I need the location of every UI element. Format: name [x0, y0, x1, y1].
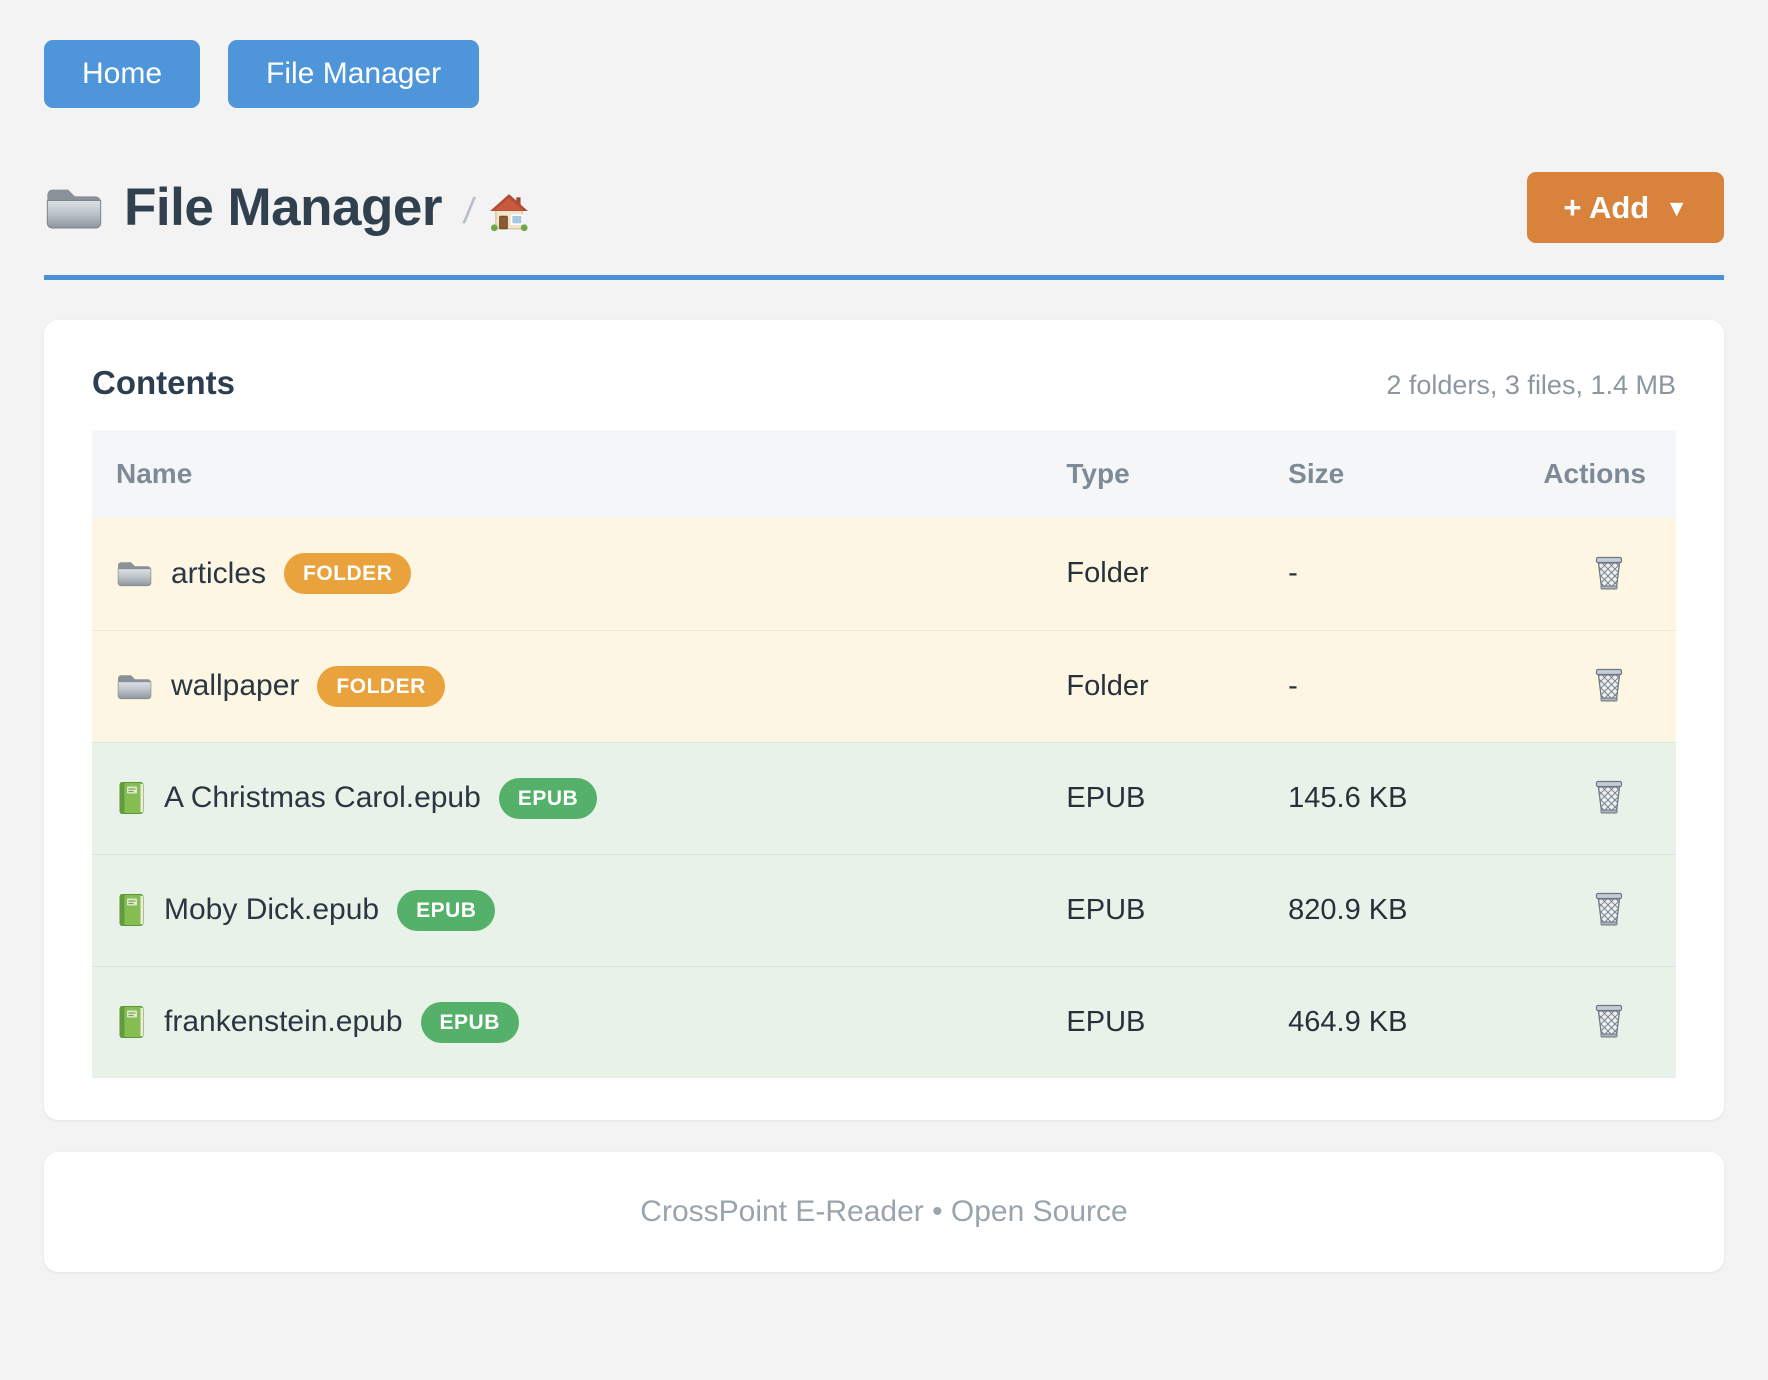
size-cell: 145.6 KB [1264, 741, 1502, 854]
file-name[interactable]: frankenstein.epub [164, 1005, 403, 1039]
trash-icon [1594, 891, 1624, 926]
size-cell: 464.9 KB [1264, 965, 1502, 1078]
name-cell: A Christmas Carol.epub EPUB [92, 741, 1043, 854]
delete-button[interactable] [1594, 555, 1624, 593]
contents-heading: Contents [92, 364, 235, 401]
nav-file-manager-button[interactable]: File Manager [228, 40, 480, 108]
breadcrumb-separator: / [461, 189, 477, 231]
name-cell: wallpaper FOLDER [92, 629, 1043, 742]
type-cell: EPUB [1042, 853, 1265, 966]
size-cell: 820.9 KB [1264, 853, 1502, 966]
size-cell: - [1288, 557, 1298, 590]
file-name[interactable]: Moby Dick.epub [164, 893, 380, 926]
table-row: Moby Dick.epub EPUB EPUB 820.9 KB [92, 853, 1676, 966]
actions-cell [1502, 518, 1676, 630]
type-badge: FOLDER [284, 553, 412, 595]
contents-card-header: Contents 2 folders, 3 files, 1.4 MB [92, 364, 1676, 402]
book-icon [116, 893, 146, 927]
table-row: wallpaper FOLDER Folder - [92, 629, 1676, 742]
file-table: Name Type Size Actions [92, 430, 1676, 1078]
book-icon [116, 781, 146, 815]
type-cell: Folder [1066, 557, 1149, 590]
delete-button[interactable] [1594, 891, 1624, 929]
contents-summary: 2 folders, 3 files, 1.4 MB [1386, 370, 1676, 400]
footer-text: CrossPoint E-Reader • Open Source [640, 1195, 1128, 1228]
caret-down-icon: ▼ [1665, 195, 1688, 221]
nav-home-button[interactable]: Home [44, 40, 201, 108]
column-header-name: Name [92, 430, 1043, 518]
page-header: File Manager / + Add ▼ [44, 172, 1724, 243]
column-header-size: Size [1264, 430, 1502, 518]
add-button-label: + Add [1563, 190, 1650, 225]
trash-icon [1594, 555, 1624, 590]
footer: CrossPoint E-Reader • Open Source [44, 1152, 1724, 1272]
delete-button[interactable] [1594, 1003, 1624, 1041]
name-cell: frankenstein.epub EPUB [92, 965, 1043, 1078]
size-cell: - [1264, 629, 1502, 742]
title-divider [44, 275, 1724, 280]
table-row: frankenstein.epub EPUB EPUB 464.9 KB [92, 965, 1676, 1078]
type-badge: EPUB [397, 889, 496, 931]
actions-cell [1501, 853, 1676, 966]
file-name[interactable]: wallpaper [171, 669, 300, 702]
actions-cell [1501, 741, 1676, 854]
column-header-type: Type [1042, 430, 1265, 518]
type-badge: EPUB [420, 1001, 519, 1043]
book-icon [116, 1005, 146, 1039]
table-row: articles FOLDER Folder - [92, 518, 1676, 630]
top-nav: Home File Manager [44, 40, 1724, 108]
type-badge: EPUB [498, 777, 598, 819]
type-cell: EPUB [1042, 965, 1265, 1078]
column-header-actions: Actions [1501, 430, 1676, 518]
add-button[interactable]: + Add ▼ [1527, 172, 1724, 243]
title-group: File Manager / [44, 177, 530, 238]
table-header-row: Name Type Size Actions [92, 430, 1676, 518]
home-icon[interactable] [488, 192, 530, 232]
table-row: A Christmas Carol.epub EPUB EPUB 145.6 K… [92, 741, 1676, 854]
contents-card: Contents 2 folders, 3 files, 1.4 MB Name… [44, 320, 1724, 1120]
folder-icon [116, 671, 153, 702]
file-name[interactable]: articles [171, 556, 267, 590]
trash-icon [1594, 667, 1624, 702]
type-badge: FOLDER [317, 665, 445, 707]
page: Home File Manager File Manager / [44, 40, 1724, 1272]
trash-icon [1594, 1003, 1624, 1038]
delete-button[interactable] [1594, 779, 1624, 817]
folder-icon [116, 558, 153, 589]
type-cell: Folder [1042, 629, 1265, 742]
trash-icon [1594, 779, 1624, 814]
delete-button[interactable] [1594, 667, 1624, 705]
name-cell: Moby Dick.epub EPUB [92, 853, 1043, 966]
name-cell: articles FOLDER [92, 518, 1042, 630]
type-cell: EPUB [1042, 741, 1265, 854]
actions-cell [1501, 629, 1676, 742]
actions-cell [1501, 965, 1676, 1078]
page-title: File Manager [124, 178, 442, 237]
file-name[interactable]: A Christmas Carol.epub [164, 781, 481, 814]
folder-icon [44, 183, 104, 233]
